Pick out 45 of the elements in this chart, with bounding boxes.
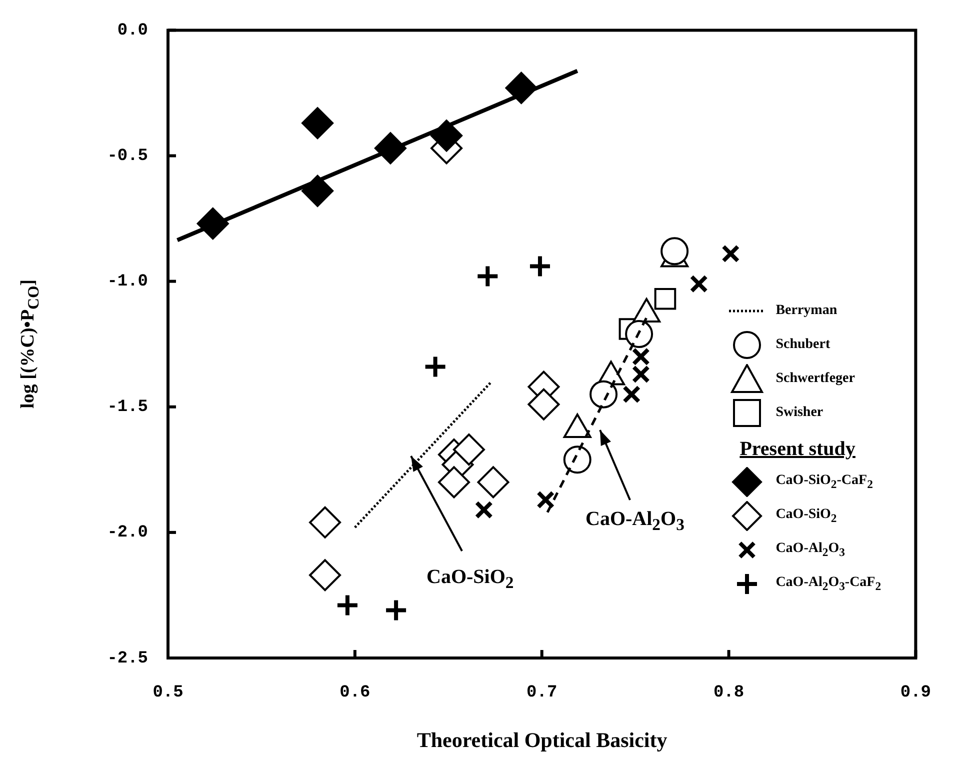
annotation: CaO-SiO$_{2}$ bbox=[426, 566, 514, 593]
y-tick-label: -2.5 bbox=[107, 649, 148, 668]
y-tick-label: -1.5 bbox=[107, 398, 148, 418]
point bbox=[438, 466, 470, 498]
point bbox=[452, 434, 485, 466]
point bbox=[622, 385, 641, 404]
point bbox=[690, 274, 708, 293]
point bbox=[660, 237, 689, 266]
legend-label: Schubert bbox=[776, 337, 830, 354]
point bbox=[590, 380, 618, 408]
x-tick-label: 0.9 bbox=[900, 683, 931, 702]
point bbox=[477, 466, 510, 498]
legend-label: CaO-Al$_{2}$O$_{3}$-CaF$_{2}$ bbox=[776, 575, 882, 594]
point bbox=[335, 593, 360, 618]
x-tick-label: 0.7 bbox=[526, 683, 558, 702]
point bbox=[476, 264, 500, 288]
y-tick-label: 0.0 bbox=[117, 21, 148, 40]
point bbox=[309, 559, 342, 592]
legend-label: Schwertfeger bbox=[776, 371, 855, 388]
legend-label: CaO-Al$_{2}$O$_{3}$ bbox=[776, 541, 845, 560]
x-tick-label: 0.5 bbox=[152, 683, 184, 702]
legend-label: Berryman bbox=[776, 303, 838, 320]
point bbox=[528, 388, 560, 420]
annotation: CaO-Al$_{2}$O$_{3}$ bbox=[586, 508, 684, 535]
point bbox=[528, 254, 552, 278]
point bbox=[563, 446, 592, 474]
point bbox=[423, 354, 448, 379]
point bbox=[654, 288, 676, 310]
point bbox=[722, 244, 740, 263]
legend-label: Swisher bbox=[776, 405, 824, 422]
y-tick-label: -2.0 bbox=[107, 524, 148, 543]
point bbox=[536, 490, 555, 509]
x-axis-title: Theoretical Optical Basicity bbox=[416, 728, 668, 753]
legend-label: CaO-SiO$_{2}$ bbox=[776, 507, 837, 526]
point bbox=[302, 107, 334, 140]
point bbox=[384, 598, 408, 622]
legend-title: Present study bbox=[740, 438, 856, 462]
point bbox=[474, 500, 493, 519]
point bbox=[309, 506, 342, 538]
y-tick-label: -1.0 bbox=[107, 272, 148, 292]
point bbox=[625, 320, 654, 348]
y-tick-label: -0.5 bbox=[107, 147, 148, 166]
x-tick-label: 0.8 bbox=[713, 683, 744, 702]
x-tick-label: 0.6 bbox=[340, 683, 370, 702]
legend-label: CaO-SiO$_{2}$-CaF$_{2}$ bbox=[776, 473, 873, 492]
